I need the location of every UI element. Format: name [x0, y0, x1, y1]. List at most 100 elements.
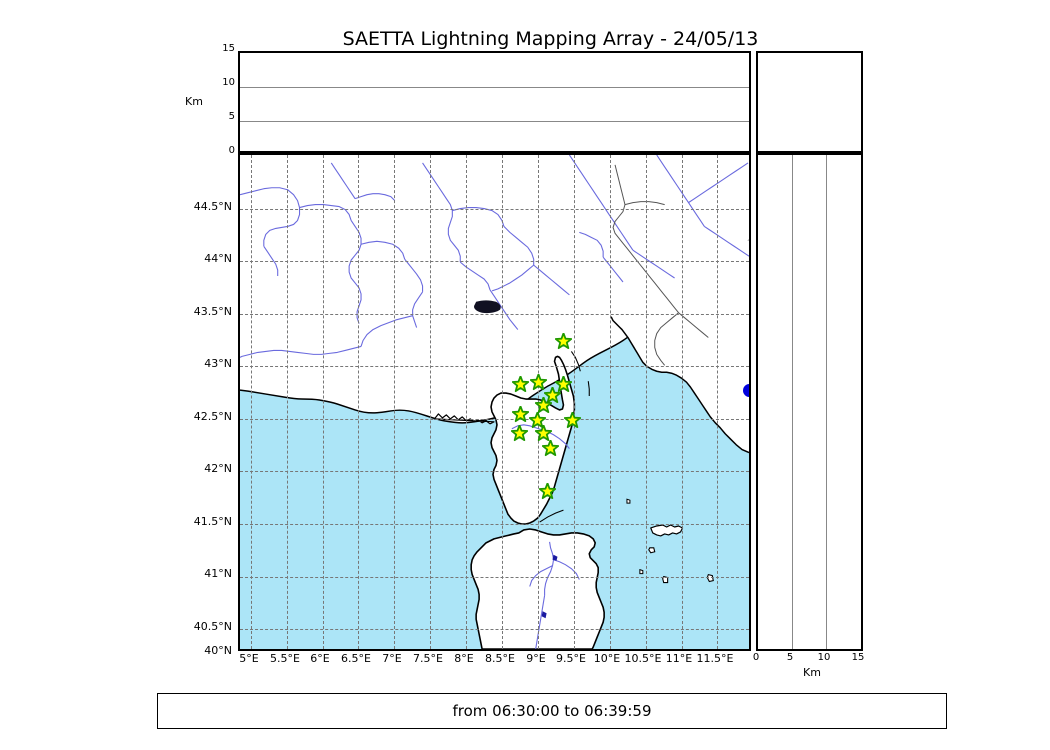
gridline-km-5 [792, 155, 793, 649]
lake-sardinia-2 [541, 611, 547, 619]
graticule-lon-6.5 [358, 155, 360, 649]
status-bar[interactable]: from 06:30:00 to 06:39:59 [157, 693, 947, 729]
lat-tick-41: 41°N [204, 567, 232, 580]
graticule-lon-6 [322, 155, 324, 649]
star-icon [530, 372, 548, 390]
coastline-sardinia [470, 528, 605, 649]
altitude-vs-longitude-panel[interactable] [238, 51, 751, 153]
graticule-lon-9 [537, 155, 539, 649]
station-marker[interactable] [554, 374, 572, 393]
station-marker[interactable] [511, 405, 530, 423]
star-icon [529, 411, 547, 429]
graticule-lat-44 [240, 261, 749, 263]
graticule-lat-41.5 [240, 523, 749, 525]
graticule-lat-44.5 [240, 208, 749, 210]
lake-sardinia-1 [552, 554, 558, 561]
graticule-lon-8.5 [502, 155, 503, 649]
lat-tick-43: 43°N [204, 357, 232, 370]
status-bar-text: from 06:30:00 to 06:39:59 [452, 702, 652, 720]
graticule-lon-5.5 [286, 155, 288, 649]
islet-elba-channel [587, 381, 590, 397]
gridline-alt-10 [240, 87, 749, 88]
station-marker[interactable] [534, 396, 553, 414]
altitude-vs-latitude-panel[interactable] [756, 153, 863, 651]
land-mainland-europe [240, 155, 749, 423]
km-tick-15: 15 [851, 652, 865, 663]
lon-tick-8: 8°E [454, 652, 474, 665]
altitude-histogram-panel[interactable] [756, 51, 863, 153]
lon-tick-8.5: 8.5°E [485, 652, 515, 665]
river-sardinia-4 [535, 595, 546, 649]
alt-tick-0: 0 [228, 145, 235, 156]
station-marker[interactable] [554, 332, 572, 350]
station-marker[interactable] [511, 374, 529, 393]
lat-tick-40.5: 40.5°N [193, 620, 232, 633]
km-tick-0: 0 [752, 652, 760, 663]
station-marker[interactable] [538, 482, 557, 500]
star-icon [554, 374, 572, 392]
land-tuscany [611, 240, 749, 453]
bonifacio-detail [539, 509, 564, 523]
graticule-lat-40.5 [240, 629, 749, 631]
graticule-lon-7.5 [430, 155, 432, 649]
lon-tick-5: 5°E [239, 652, 259, 665]
lon-tick-6.5: 6.5°E [341, 652, 371, 665]
river-sardinia-3 [553, 559, 580, 580]
star-icon [510, 424, 529, 442]
alt-tick-10: 10 [222, 77, 235, 88]
gridline-km-10 [826, 155, 827, 649]
graticule-lon-8 [466, 155, 468, 649]
rivers-mainland [240, 155, 749, 358]
river-sardinia-1 [544, 541, 555, 596]
graticule-lat-42 [240, 471, 749, 473]
alt-tick-5: 5 [228, 111, 235, 122]
graticule-lon-5 [250, 155, 252, 649]
lon-tick-9: 9°E [526, 652, 546, 665]
station-marker[interactable] [510, 424, 529, 442]
island-gorgona [639, 568, 644, 575]
island-elba [650, 524, 684, 537]
lon-tick-10: 10°E [593, 652, 621, 665]
graticule-lon-11 [681, 155, 683, 649]
map-layers [240, 155, 749, 649]
star-icon [543, 386, 562, 404]
lon-tick-10.5: 10.5°E [624, 652, 662, 665]
station-marker[interactable] [541, 438, 560, 457]
altitude-axis-label: Km [185, 95, 203, 108]
graticule-lat-43 [240, 366, 749, 368]
graticule-lon-9.5 [573, 155, 575, 649]
station-marker[interactable] [564, 411, 582, 429]
alt-tick-15: 15 [222, 43, 235, 54]
station-marker[interactable] [529, 411, 547, 429]
lat-tick-40: 40°N [204, 644, 232, 657]
gridline-alt-5 [240, 121, 749, 122]
map-geometry [240, 155, 749, 649]
station-marker[interactable] [530, 372, 548, 391]
star-icon [511, 374, 529, 392]
graticule-lon-11.5 [717, 155, 719, 649]
graticule-lon-10 [609, 155, 611, 649]
lon-tick-7.5: 7.5°E [413, 652, 443, 665]
lat-tick-41.5: 41.5°N [193, 515, 232, 528]
island-capraia-2 [626, 498, 631, 504]
lat-tick-42: 42°N [204, 462, 232, 475]
graticule-lon-10.5 [645, 155, 647, 649]
star-icon [511, 405, 530, 423]
lightning-source-point[interactable] [743, 383, 749, 397]
page-title: SAETTA Lightning Mapping Array - 24/05/1… [342, 28, 759, 50]
islet-cap-corse [570, 351, 581, 372]
star-icon [541, 438, 560, 456]
star-icon [564, 411, 582, 428]
lon-tick-11: 11°E [665, 652, 693, 665]
station-marker[interactable] [535, 424, 553, 442]
star-icon [534, 396, 553, 414]
lon-tick-7: 7°E [382, 652, 402, 665]
lon-tick-11.5: 11.5°E [696, 652, 734, 665]
lat-tick-44: 44°N [204, 252, 232, 265]
map-panel[interactable] [238, 153, 751, 651]
star-icon [554, 332, 572, 350]
station-marker[interactable] [543, 386, 562, 404]
lat-tick-42.5: 42.5°N [193, 410, 232, 423]
lon-tick-5.5: 5.5°E [270, 652, 300, 665]
graticule-lat-41 [240, 576, 749, 578]
